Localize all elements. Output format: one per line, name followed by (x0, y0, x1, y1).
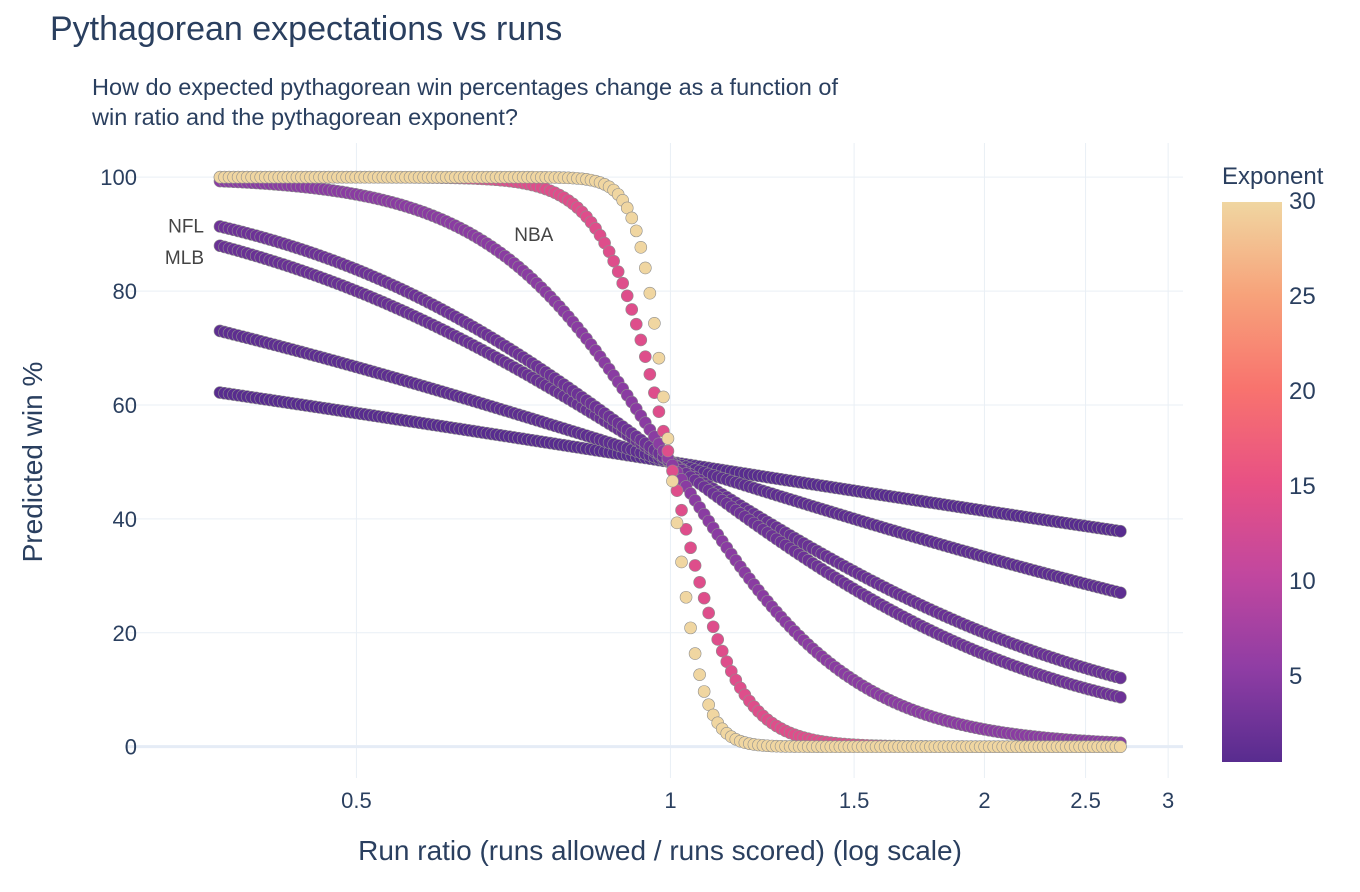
data-point (629, 224, 643, 238)
series-exponent-30 (213, 170, 1127, 753)
data-point (657, 390, 670, 404)
data-point (625, 211, 639, 225)
data-point (1114, 740, 1127, 753)
x-tick-label: 0.5 (341, 788, 372, 813)
data-point (706, 620, 720, 634)
data-point (670, 516, 684, 530)
y-tick-label: 0 (125, 735, 137, 760)
data-point (666, 474, 679, 488)
data-point (643, 286, 657, 300)
x-axis-label: Run ratio (runs allowed / runs scored) (… (358, 835, 962, 866)
y-tick-label: 60 (113, 393, 137, 418)
data-point (634, 241, 648, 254)
colorbar-tick-label: 15 (1289, 472, 1316, 500)
data-point (611, 265, 625, 278)
chart-title: Pythagorean expectations vs runs (50, 10, 563, 48)
y-axis-label: Predicted win % (17, 361, 48, 563)
data-points (213, 170, 1127, 753)
x-tick-label: 2 (978, 788, 990, 813)
colorbar-gradient (1222, 202, 1282, 762)
data-point (702, 606, 715, 620)
annotation-nfl: NFL (168, 217, 204, 238)
data-point (625, 303, 639, 316)
data-point (697, 685, 711, 698)
x-axis-ticks: 0.5 1 1.5 2 2.5 3 (341, 788, 1174, 813)
data-point (634, 333, 648, 347)
data-point (607, 254, 620, 268)
data-point (616, 276, 630, 290)
data-point (652, 405, 666, 418)
data-point (1114, 586, 1127, 600)
data-point (639, 350, 652, 363)
colorbar-tick-label: 20 (1289, 377, 1316, 405)
data-point (661, 444, 675, 458)
colorbar-tick-label: 10 (1289, 567, 1316, 595)
data-point (629, 317, 643, 331)
annotation-nba: NBA (514, 225, 553, 246)
y-tick-label: 20 (113, 621, 137, 646)
subtitle-line-2: win ratio and the pythagorean exponent? (92, 104, 518, 130)
x-tick-label: 1 (664, 788, 676, 813)
data-point (693, 575, 706, 589)
data-point (711, 633, 725, 646)
data-point (684, 541, 697, 555)
chart-subtitle: How do expected pythagorean win percenta… (92, 72, 992, 132)
x-tick-label: 2.5 (1070, 788, 1101, 813)
series-exponent-1 (213, 324, 1127, 600)
y-axis-ticks: 0 20 40 60 80 100 (100, 165, 137, 760)
data-point (1114, 671, 1127, 685)
data-point (1114, 524, 1127, 538)
annotation-mlb: MLB (165, 248, 204, 269)
data-point (620, 289, 634, 303)
colorbar-title: Exponent (1222, 163, 1324, 190)
data-point (688, 647, 702, 660)
data-point (679, 590, 693, 604)
data-point (652, 351, 666, 365)
data-point (661, 432, 675, 445)
data-point (648, 317, 661, 330)
data-point (643, 367, 657, 381)
subtitle-line-1: How do expected pythagorean win percenta… (92, 74, 838, 100)
data-point (679, 522, 693, 536)
data-point (675, 503, 688, 517)
colorbar-tick-label: 30 (1289, 188, 1316, 215)
data-point (697, 591, 711, 605)
data-point (715, 644, 729, 658)
data-point (693, 668, 706, 681)
annotations: NFL MLB NBA (165, 217, 554, 269)
x-tick-label: 1.5 (839, 788, 870, 813)
series-exponent-2-37 (213, 220, 1127, 704)
colorbar-tick-label: 5 (1289, 662, 1303, 690)
y-tick-label: 100 (100, 165, 137, 190)
y-tick-label: 40 (113, 507, 137, 532)
data-point (688, 559, 702, 572)
data-point (1114, 690, 1127, 704)
data-point (684, 621, 697, 635)
colorbar-tick-label: 25 (1289, 282, 1316, 310)
data-point (639, 261, 652, 275)
x-tick-label: 3 (1162, 788, 1174, 813)
y-tick-label: 80 (113, 279, 137, 304)
data-point (675, 555, 688, 569)
